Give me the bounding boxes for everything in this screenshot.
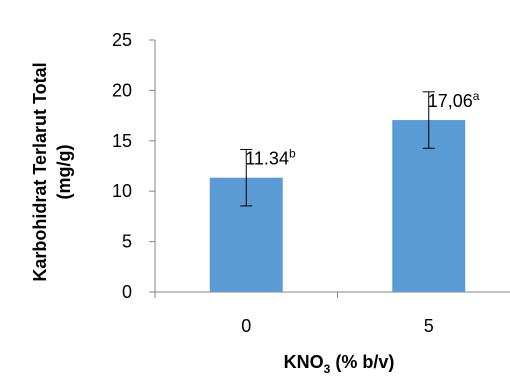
x-tick-label: 5: [424, 316, 434, 336]
x-tick-label: 0: [241, 316, 251, 336]
data-label: 17,06a: [428, 89, 480, 111]
y-tick-label: 25: [112, 30, 132, 50]
y-tick-label: 20: [112, 80, 132, 100]
y-tick-label: 0: [122, 282, 132, 302]
y-axis: 0 5 10 15 20 25: [112, 30, 156, 302]
y-tick-label: 15: [112, 131, 132, 151]
error-bars: [240, 91, 435, 207]
data-label: 11.34b: [245, 146, 296, 168]
y-tick-label: 10: [112, 181, 132, 201]
y-axis-title-unit: (mg/g): [54, 145, 74, 200]
y-axis-title: Karbohidrat Terlarut Total: [30, 62, 50, 281]
data-labels: 11.34b 17,06a: [245, 89, 480, 169]
x-axis-title: KNO3 (% b/v): [284, 352, 395, 376]
y-tick-label: 5: [122, 232, 132, 252]
